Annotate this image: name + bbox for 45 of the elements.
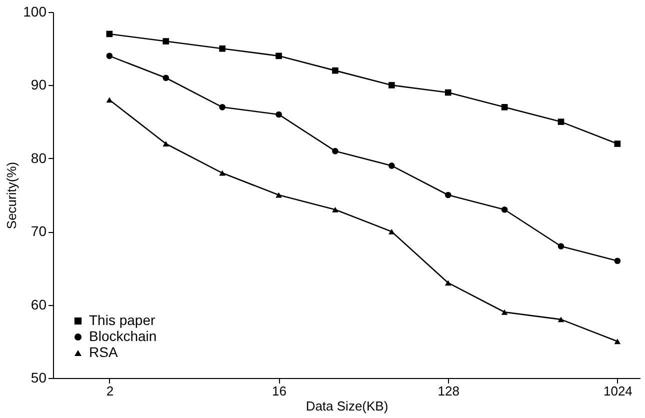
point: [106, 97, 113, 103]
point: [219, 45, 226, 52]
x-tick-label: 16: [272, 384, 287, 398]
point: [444, 280, 452, 286]
y-tick-label: 50: [30, 370, 47, 386]
point: [501, 206, 508, 213]
point: [219, 104, 226, 110]
point: [501, 104, 508, 110]
point: [388, 162, 395, 169]
point: [558, 316, 564, 322]
point: [501, 309, 508, 315]
point: [558, 243, 564, 250]
point: [332, 206, 338, 212]
y-tick-label: 90: [30, 76, 47, 93]
point: [444, 89, 452, 96]
point: [332, 148, 338, 154]
point: [444, 192, 452, 198]
y-tick-label: 100: [23, 4, 47, 20]
legend-label: Blockchain: [89, 328, 157, 344]
point: [106, 30, 113, 38]
x-tick-label: 1024: [603, 384, 632, 398]
x-tick-label: 2: [106, 384, 114, 398]
point: [162, 74, 170, 82]
y-tick-label: 60: [30, 296, 47, 312]
point: [276, 52, 282, 60]
point: [388, 228, 395, 234]
x-tick-label: 128: [438, 384, 460, 398]
point: [162, 141, 170, 146]
point: [276, 192, 282, 198]
point: [276, 111, 282, 118]
point: [614, 140, 621, 147]
y-axis-title: Security(%): [4, 162, 20, 230]
point: [162, 38, 170, 44]
y-tick-label: 80: [30, 150, 47, 166]
point: [614, 258, 621, 264]
x-axis-title: Data Size(KB): [306, 398, 388, 414]
point: [614, 338, 621, 344]
point: [106, 52, 113, 60]
point: [332, 67, 338, 74]
point: [388, 82, 395, 88]
y-tick-label: 70: [30, 223, 47, 240]
point: [219, 170, 226, 176]
legend-label: This paper: [89, 312, 156, 328]
legend-label: RSA: [89, 344, 118, 360]
point: [558, 118, 564, 125]
